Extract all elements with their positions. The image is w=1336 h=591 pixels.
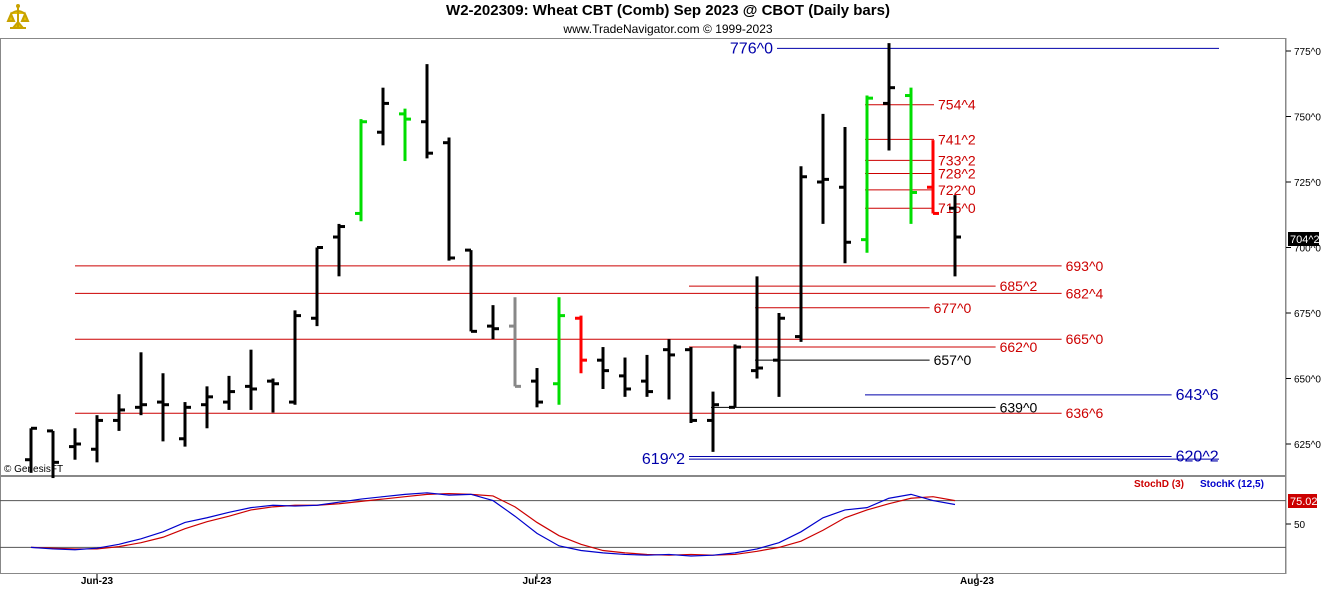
level-label: 715^0	[938, 200, 976, 216]
stoch-tick-label: 50	[1294, 520, 1306, 531]
chart-subtitle: www.TradeNavigator.com © 1999-2023	[563, 22, 773, 36]
level-label: 619^2	[642, 451, 685, 468]
level-label: 657^0	[934, 352, 972, 368]
level-label: 733^2	[938, 152, 976, 168]
level-label: 643^6	[1176, 387, 1219, 404]
price-tick-label: 750^0	[1294, 113, 1321, 124]
level-label: 639^0	[1000, 399, 1038, 415]
legend-stoch-k: StochK (12,5)	[1200, 479, 1264, 490]
stoch-panel-frame	[0, 476, 1286, 574]
date-tick-label: Jul-23	[523, 576, 552, 587]
level-label: 620^2	[1176, 448, 1219, 465]
chart-title: W2-202309: Wheat CBT (Comb) Sep 2023 @ C…	[446, 2, 890, 19]
level-label: 754^4	[938, 97, 976, 113]
genesis-logo-icon	[2, 2, 34, 34]
stoch-d-line	[30, 492, 956, 556]
level-label: 636^6	[1066, 405, 1104, 421]
stoch-k-line	[30, 492, 956, 557]
last-price-badge	[1288, 232, 1319, 246]
price-tick-label: 700^0	[1294, 244, 1321, 255]
level-label: 776^0	[730, 40, 773, 57]
price-tick-label: 725^0	[1294, 178, 1321, 189]
level-label: 665^0	[1066, 331, 1104, 347]
level-label: 662^0	[1000, 339, 1038, 355]
stoch-last-label: 75.02	[1290, 496, 1318, 508]
level-label: 685^2	[1000, 278, 1038, 294]
date-tick-label: Jun-23	[81, 576, 114, 587]
level-label: 682^4	[1066, 285, 1104, 301]
price-tick-label: 675^0	[1294, 309, 1321, 320]
price-tick-label: 775^0	[1294, 47, 1321, 58]
stoch-last-badge	[1288, 494, 1317, 508]
price-tick-label: 625^0	[1294, 440, 1321, 451]
legend-stoch-d: StochD (3)	[1134, 479, 1184, 490]
level-label: 693^0	[1066, 258, 1104, 274]
last-price-label: 704^2	[1290, 234, 1320, 246]
date-tick-label: Aug-23	[960, 576, 994, 587]
price-tick-label: 650^0	[1294, 375, 1321, 386]
level-label: 677^0	[934, 300, 972, 316]
level-label: 722^0	[938, 182, 976, 198]
watermark: © GenesisFT	[4, 464, 63, 475]
level-label: 728^2	[938, 165, 976, 181]
level-label: 741^2	[938, 131, 976, 147]
